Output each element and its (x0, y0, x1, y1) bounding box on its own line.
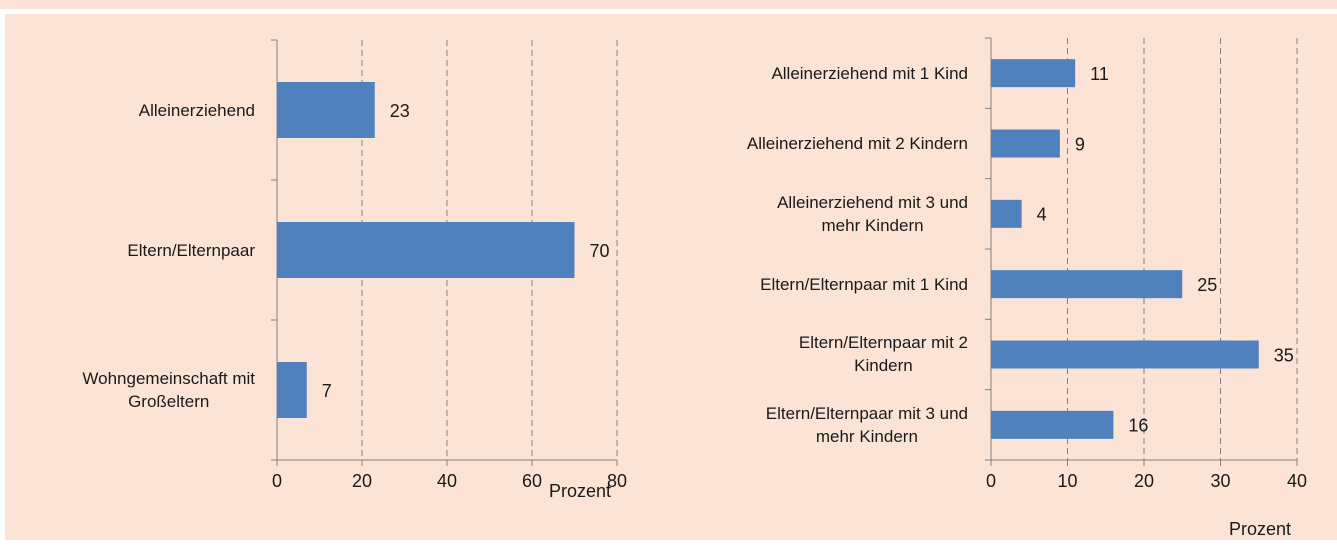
value-label: 4 (1037, 205, 1047, 225)
category-label: Alleinerziehend mit 1 Kind (771, 63, 968, 83)
bar (991, 129, 1060, 158)
category-label-box: Alleinerziehend mit 1 Kind (668, 38, 968, 108)
x-tick-label: 20 (1134, 471, 1154, 491)
category-label-box: Eltern/Elternpaar mit 2 Kindern (668, 319, 968, 389)
category-label-box: Eltern/Elternpaar mit 3 und mehr Kindern (668, 390, 968, 460)
value-label: 11 (1090, 64, 1109, 84)
bar (277, 222, 575, 278)
category-label: Alleinerziehend mit 2 Kindern (746, 133, 968, 153)
category-label: Wohngemeinschaft mit Großeltern (82, 369, 255, 411)
x-tick-label: 80 (607, 471, 627, 491)
category-label-box: Alleinerziehend mit 3 und mehr Kindern (668, 179, 968, 249)
category-label: Alleinerziehend mit 3 und mehr Kindern (777, 192, 968, 235)
category-label-box: Alleinerziehend (5, 40, 255, 180)
value-label: 16 (1128, 416, 1148, 436)
bar (991, 410, 1114, 439)
bar (991, 270, 1183, 299)
category-label: Eltern/Elternpaar (127, 240, 255, 260)
category-label-box: Eltern/Elternpaar mit 1 Kind (668, 249, 968, 319)
category-label-box: Alleinerziehend mit 2 Kindern (668, 108, 968, 178)
bar (277, 362, 307, 418)
x-tick-label: 0 (272, 471, 282, 491)
value-label: 35 (1274, 345, 1294, 365)
category-label: Alleinerziehend (138, 100, 255, 120)
x-tick-label: 60 (522, 471, 542, 491)
category-label: Eltern/Elternpaar mit 3 und mehr Kindern (765, 403, 968, 446)
x-tick-label: 10 (1057, 471, 1077, 491)
value-label: 25 (1197, 275, 1217, 295)
value-label: 9 (1075, 134, 1085, 154)
value-label: 70 (590, 241, 610, 261)
category-label: Eltern/Elternpaar mit 2 Kindern (798, 333, 968, 376)
x-tick-label: 0 (986, 471, 996, 491)
category-label-box: Wohngemeinschaft mit Großeltern (5, 320, 255, 460)
bar (991, 59, 1076, 88)
bar (991, 199, 1022, 228)
x-axis-label: Prozent (1229, 519, 1291, 539)
x-tick-label: 20 (352, 471, 372, 491)
category-label: Eltern/Elternpaar mit 1 Kind (760, 274, 968, 294)
bar (277, 82, 375, 138)
category-label-box: Eltern/Elternpaar (5, 180, 255, 320)
x-tick-label: 40 (437, 471, 457, 491)
header-strip (0, 0, 1337, 9)
x-tick-label: 40 (1287, 471, 1307, 491)
x-tick-label: 30 (1210, 471, 1230, 491)
x-axis-label: Prozent (549, 481, 611, 501)
value-label: 7 (322, 381, 332, 401)
value-label: 23 (390, 101, 410, 121)
bar (991, 340, 1259, 369)
